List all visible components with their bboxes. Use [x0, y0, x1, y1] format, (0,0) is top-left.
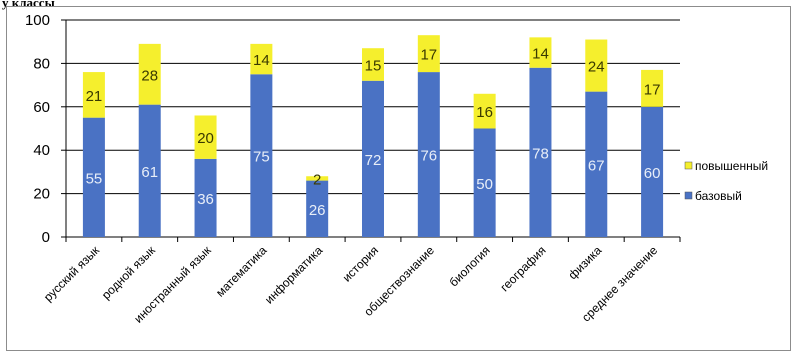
data-label-base: 36	[197, 191, 214, 208]
data-label-high: 14	[253, 52, 270, 69]
data-label-high: 2	[313, 171, 321, 188]
data-label-high: 17	[644, 81, 661, 98]
data-label-base: 60	[644, 165, 661, 182]
bar-high	[194, 115, 217, 159]
data-label-high: 14	[532, 46, 549, 63]
data-label-base: 78	[532, 145, 549, 162]
y-tick-label: 80	[33, 55, 50, 72]
bar-base	[82, 117, 105, 237]
data-label-high: 15	[365, 57, 382, 74]
bar-base	[529, 67, 552, 238]
legend-label: базовый	[695, 189, 742, 203]
data-label-base: 26	[309, 202, 326, 219]
bar-base	[585, 91, 608, 237]
data-label-high: 28	[141, 67, 158, 84]
bar-high	[250, 43, 273, 75]
data-label-high: 21	[86, 88, 103, 105]
x-tick-label: информатика	[262, 243, 326, 307]
y-tick-label: 0	[42, 229, 50, 246]
bar-base	[194, 158, 217, 237]
bar-high	[529, 37, 552, 68]
data-label-base: 67	[588, 157, 605, 174]
bar-high	[641, 69, 664, 107]
bar-high	[82, 72, 105, 118]
chart-frame	[6, 6, 791, 351]
chart-header-title: у классы	[2, 0, 55, 10]
bar-high	[138, 43, 161, 105]
data-label-high: 20	[197, 130, 214, 147]
bar-base	[417, 72, 440, 237]
bar-base	[473, 128, 496, 237]
x-tick-label: русский язык	[41, 243, 103, 305]
legend-swatch	[684, 191, 693, 200]
data-label-high: 16	[476, 104, 493, 121]
bar-base	[250, 74, 273, 237]
y-tick-label: 100	[25, 12, 50, 29]
x-tick-label: история	[340, 243, 381, 284]
data-label-base: 72	[365, 152, 382, 169]
y-tick-label: 40	[33, 142, 50, 159]
x-tick-label: математика	[213, 243, 270, 300]
bar-high	[362, 48, 384, 81]
x-tick-label: физика	[566, 243, 605, 282]
legend-label: повышенный	[695, 159, 768, 173]
data-label-high: 24	[588, 59, 605, 76]
x-tick-label: биология	[447, 243, 493, 289]
bar-high	[417, 35, 440, 73]
y-tick-label: 60	[33, 99, 50, 116]
data-label-high: 17	[420, 47, 437, 64]
x-tick-label: география	[497, 243, 548, 294]
x-tick-label: родной язык	[99, 243, 158, 302]
data-label-base: 50	[476, 176, 493, 193]
legend-swatch	[684, 161, 693, 170]
bar-base	[362, 80, 384, 237]
bar-high	[585, 39, 608, 92]
data-label-base: 75	[253, 149, 270, 166]
bar-high	[473, 93, 496, 129]
bar-base	[138, 104, 161, 237]
data-label-base: 76	[420, 148, 437, 165]
data-label-base: 55	[86, 170, 103, 187]
data-label-base: 61	[141, 164, 158, 181]
y-tick-label: 20	[33, 186, 50, 203]
bar-high	[306, 176, 329, 181]
bar-base	[641, 106, 664, 237]
bar-base	[306, 180, 329, 237]
